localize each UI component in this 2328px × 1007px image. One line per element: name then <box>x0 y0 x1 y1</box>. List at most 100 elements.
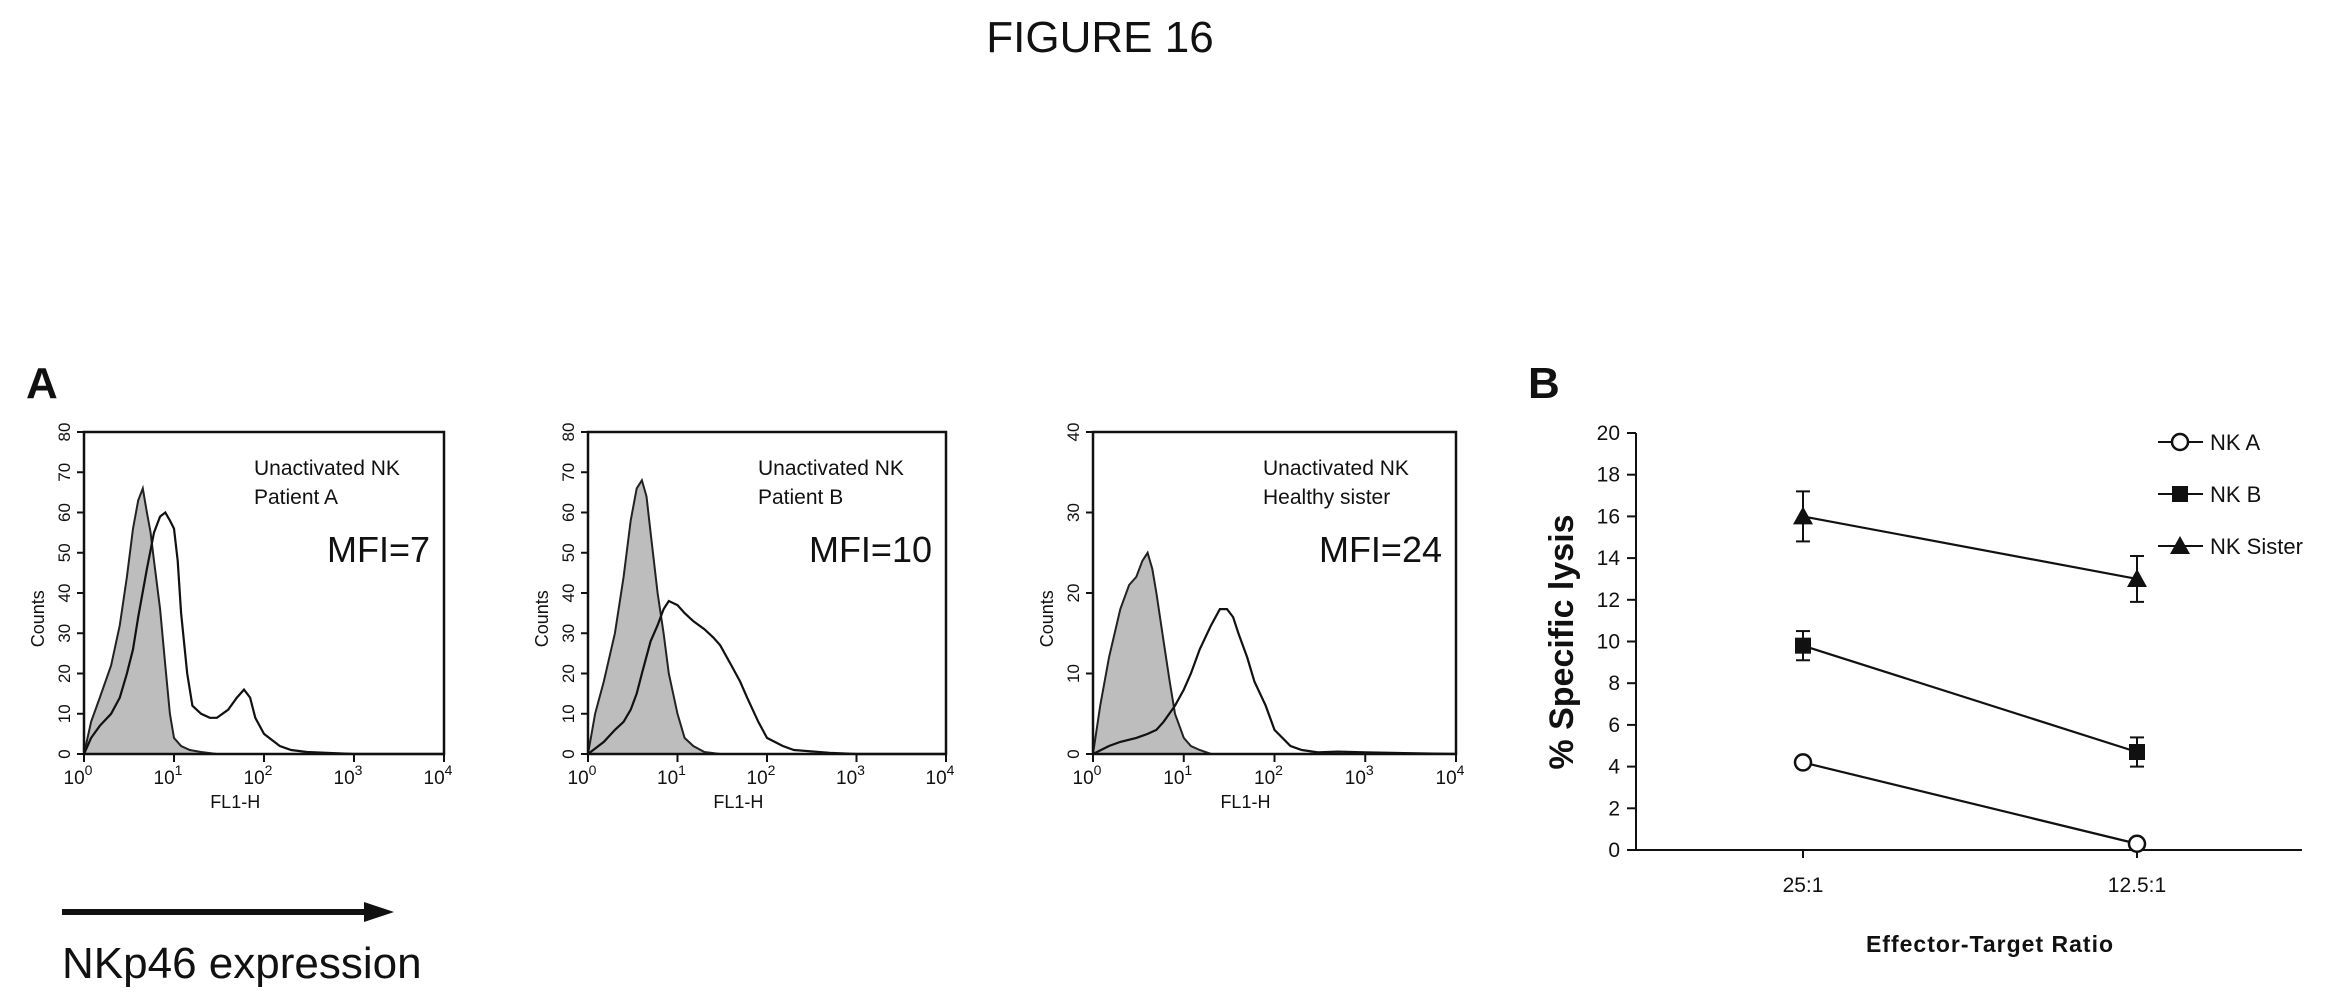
panel-b-letter: B <box>1528 359 1560 408</box>
sample-label-line2: Patient A <box>254 486 338 509</box>
y-tick-label: 2 <box>1608 797 1620 820</box>
sample-label-line1: Unactivated NK <box>758 457 904 480</box>
x-tick-label: 103 <box>1345 762 1374 789</box>
series-nk-a <box>1793 753 2147 853</box>
series-nk-b <box>1795 630 2145 768</box>
x-tick-label: 103 <box>334 762 363 789</box>
histogram-patient-b: 0 10 20 30 40 50 60 70 80 100 101 102 103 104 Counts FL… <box>532 423 955 812</box>
legend-item: NK B <box>2158 482 2261 507</box>
y-tick-label: 6 <box>1608 714 1620 737</box>
x-tick-label: 103 <box>836 762 865 789</box>
x-tick-label: 101 <box>657 762 686 789</box>
data-point <box>2127 568 2147 587</box>
y-tick-label: 4 <box>1608 756 1620 779</box>
filled-histogram <box>586 477 741 755</box>
data-point <box>1793 506 1813 525</box>
x-tick-label: 101 <box>1163 762 1192 789</box>
x-tick-label: 100 <box>64 762 93 789</box>
y-tick-label: 16 <box>1597 505 1620 528</box>
x-axis-label: FL1-H <box>1220 792 1270 812</box>
y-tick-label: 50 <box>559 543 578 562</box>
x-axis-label: FL1-H <box>210 792 260 812</box>
x-tick-label: 12.5:1 <box>2108 874 2166 897</box>
figure-title: FIGURE 16 <box>986 13 1213 62</box>
y-axis-label: Counts <box>28 590 48 647</box>
legend-item: NK A <box>2158 430 2260 455</box>
open-histogram <box>82 510 444 756</box>
y-tick-label: 10 <box>559 704 578 723</box>
y-tick-label: 20 <box>559 664 578 683</box>
series-nk-sister <box>1793 490 2147 603</box>
sample-label-line1: Unactivated NK <box>254 457 400 480</box>
legend-marker <box>2172 486 2188 502</box>
y-tick-label: 20 <box>1064 584 1083 603</box>
y-tick-label: 50 <box>55 543 74 562</box>
open-histogram <box>587 599 946 756</box>
y-tick-label: 30 <box>1064 503 1083 522</box>
y-axis-label: Counts <box>1037 590 1057 647</box>
y-axis-label: Counts <box>532 590 552 647</box>
series-line <box>1802 761 2138 845</box>
y-tick-label: 30 <box>55 624 74 643</box>
y-tick-label: 80 <box>559 423 578 442</box>
y-tick-label: 40 <box>1064 423 1083 442</box>
y-axis-label: % Specific lysis <box>1543 514 1581 769</box>
y-tick-label: 40 <box>55 584 74 603</box>
series-line <box>1802 644 2138 754</box>
x-axis-label: FL1-H <box>713 792 763 812</box>
mfi-label: MFI=10 <box>809 529 932 570</box>
y-tick-label: 70 <box>55 463 74 482</box>
y-tick-label: 60 <box>55 503 74 522</box>
y-tick-label: 10 <box>1597 631 1620 654</box>
histogram-patient-a: 0 10 20 30 40 50 60 70 80 100 101 102 103 104 Counts FL… <box>28 423 453 812</box>
sample-label-line2: Healthy sister <box>1263 486 1390 509</box>
x-tick-label: 104 <box>926 762 955 789</box>
y-tick-label: 8 <box>1608 672 1620 695</box>
y-tick-label: 20 <box>55 664 74 683</box>
data-point <box>1795 637 1811 654</box>
y-tick-label: 0 <box>559 749 578 758</box>
data-point <box>1793 753 1813 772</box>
y-tick-label: 12 <box>1597 589 1620 612</box>
x-tick-label: 100 <box>568 762 597 789</box>
data-point <box>2127 834 2147 853</box>
y-tick-label: 20 <box>1597 422 1620 445</box>
y-tick-label: 30 <box>559 624 578 643</box>
y-tick-label: 0 <box>55 749 74 758</box>
y-tick-label: 60 <box>559 503 578 522</box>
nkp46-expression-arrow <box>62 902 394 922</box>
x-tick-label: 102 <box>747 762 776 789</box>
y-tick-label: 70 <box>559 463 578 482</box>
y-tick-label: 18 <box>1597 464 1620 487</box>
sample-label-line1: Unactivated NK <box>1263 457 1409 480</box>
x-axis-label: Effector-Target Ratio <box>1866 931 2114 957</box>
legend-label: NK A <box>2210 430 2260 455</box>
legend-item: NK Sister <box>2158 534 2303 559</box>
y-tick-label: 0 <box>1064 749 1083 758</box>
y-tick-label: 10 <box>55 704 74 723</box>
lysis-line-chart: 0 2 4 6 8 10 12 14 16 18 20 25:1 12.5:1 % Specific ly… <box>1543 422 2303 957</box>
filled-histogram <box>1091 550 1212 755</box>
histogram-healthy-sister: 0 10 20 30 40 100 101 102 103 104 Counts FL1-H Unact… <box>1037 423 1465 812</box>
series-line <box>1802 515 2138 581</box>
x-tick-label: 102 <box>244 762 273 789</box>
legend-label: NK B <box>2210 482 2261 507</box>
sample-label-line2: Patient B <box>758 486 843 509</box>
y-tick-label: 10 <box>1064 664 1083 683</box>
x-tick-label: 104 <box>424 762 453 789</box>
legend-label: NK Sister <box>2210 534 2303 559</box>
x-tick-label: 100 <box>1073 762 1102 789</box>
x-tick-label: 101 <box>154 762 183 789</box>
legend-marker <box>2170 432 2190 452</box>
open-histogram <box>1092 608 1457 756</box>
legend-marker <box>2170 536 2190 554</box>
x-tick-label: 104 <box>1436 762 1465 789</box>
mfi-label: MFI=24 <box>1319 529 1442 570</box>
y-tick-label: 40 <box>559 584 578 603</box>
x-tick-label: 102 <box>1254 762 1283 789</box>
y-tick-label: 14 <box>1597 547 1621 570</box>
filled-histogram <box>82 484 264 755</box>
arrow-caption: NKp46 expression <box>62 939 422 988</box>
y-tick-label: 80 <box>55 423 74 442</box>
